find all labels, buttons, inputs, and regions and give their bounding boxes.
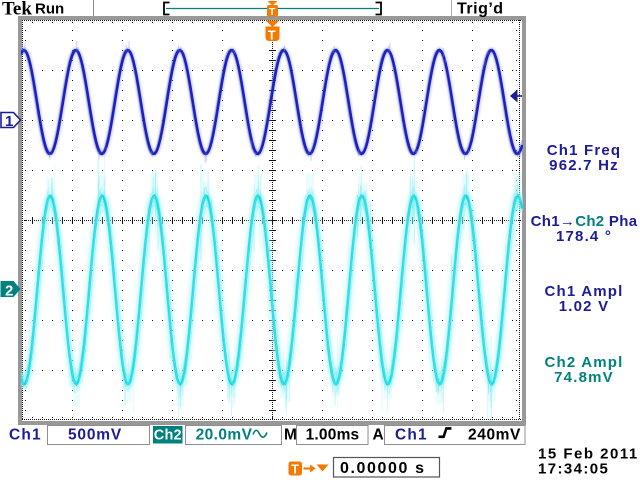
svg-text:1.00ms: 1.00ms <box>306 427 360 444</box>
svg-text:15 Feb 2011: 15 Feb 2011 <box>538 446 639 463</box>
svg-text:74.8mV: 74.8mV <box>554 369 614 386</box>
svg-text:178.4 °: 178.4 ° <box>556 228 612 245</box>
svg-text:T: T <box>269 6 276 18</box>
svg-text:Ch2: Ch2 <box>154 428 182 444</box>
svg-text:240mV: 240mV <box>468 427 521 444</box>
svg-text:Ch1: Ch1 <box>395 427 428 444</box>
svg-text:Run: Run <box>35 1 64 18</box>
svg-text:M: M <box>284 427 297 444</box>
svg-text:Ch1: Ch1 <box>9 427 42 444</box>
svg-text:Ch1 Ampl: Ch1 Ampl <box>544 283 623 300</box>
svg-text:20.0mV: 20.0mV <box>196 427 253 444</box>
svg-text:Ch1→Ch2 Pha: Ch1→Ch2 Pha <box>531 213 638 230</box>
svg-text:Tek: Tek <box>2 0 32 20</box>
svg-text:T: T <box>268 28 276 43</box>
svg-text:A: A <box>373 427 384 444</box>
svg-text:Ch1 Freq: Ch1 Freq <box>547 142 622 159</box>
svg-text:T: T <box>291 462 299 476</box>
svg-text:Trig’d: Trig’d <box>457 1 504 18</box>
svg-text:17:34:05: 17:34:05 <box>538 461 609 478</box>
svg-text:500mV: 500mV <box>68 427 122 444</box>
svg-text:Ch2 Ampl: Ch2 Ampl <box>544 354 623 371</box>
svg-text:2: 2 <box>5 283 13 300</box>
svg-text:962.7 Hz: 962.7 Hz <box>549 157 619 174</box>
svg-text:0.00000 s: 0.00000 s <box>340 460 426 477</box>
svg-text:1: 1 <box>5 113 13 130</box>
svg-text:1.02 V: 1.02 V <box>559 298 610 315</box>
